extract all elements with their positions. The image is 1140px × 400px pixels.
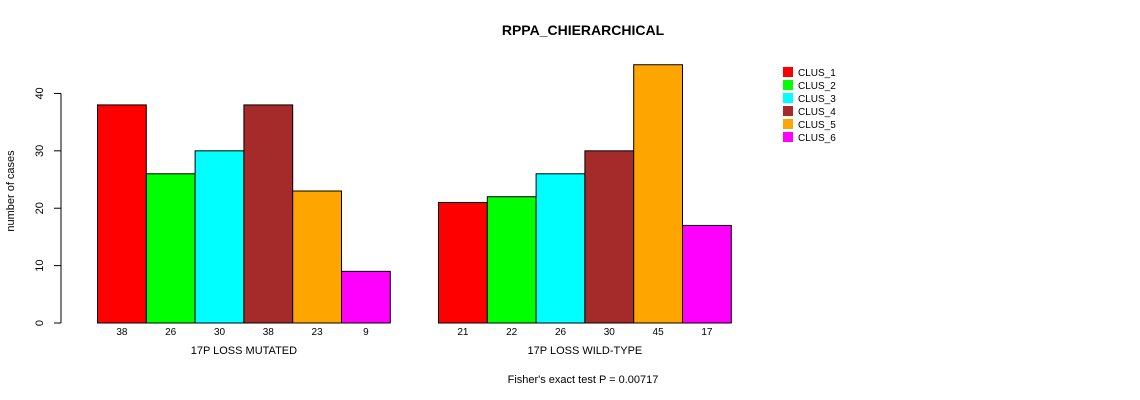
bar-clus-5-group-2 bbox=[633, 64, 684, 324]
legend: CLUS_1 CLUS_2 CLUS_3 CLUS_4 CLUS_5 CLUS_6 bbox=[783, 67, 836, 144]
bar-value-label: 23 bbox=[312, 327, 324, 338]
legend-label: CLUS_3 bbox=[798, 94, 836, 105]
bar-clus-6-group-1 bbox=[341, 270, 391, 324]
bar-clus-5-group-1 bbox=[292, 190, 343, 324]
bar-value-label: 17 bbox=[701, 327, 713, 338]
chart-title: RPPA_CHIERARCHICAL bbox=[502, 22, 665, 38]
bar-value-label: 45 bbox=[653, 327, 665, 338]
bar-clus-2-group-2 bbox=[486, 196, 537, 324]
group-label-1: 17P LOSS MUTATED bbox=[191, 345, 297, 357]
bar-value-label: 38 bbox=[263, 327, 275, 338]
bar-value-label: 9 bbox=[363, 327, 369, 338]
legend-swatch-clus-5 bbox=[783, 119, 793, 129]
y-tick-label: 40 bbox=[34, 87, 46, 99]
bar-value-label: 26 bbox=[165, 327, 177, 338]
legend-swatch-clus-2 bbox=[783, 80, 793, 90]
bar-value-label: 21 bbox=[457, 327, 469, 338]
y-tick-label: 20 bbox=[34, 202, 46, 214]
y-tick-label: 30 bbox=[34, 145, 46, 157]
bar-value-label: 26 bbox=[555, 327, 567, 338]
bar-value-label: 38 bbox=[116, 327, 128, 338]
bar-clus-4-group-2 bbox=[584, 150, 635, 324]
fisher-test-footnote: Fisher's exact test P = 0.00717 bbox=[508, 374, 659, 386]
bars-layer bbox=[97, 64, 732, 324]
y-tick-label: 0 bbox=[34, 320, 46, 326]
y-axis-label: number of cases bbox=[5, 150, 17, 232]
legend-label: CLUS_5 bbox=[798, 120, 836, 131]
legend-swatch-clus-1 bbox=[783, 67, 793, 77]
legend-label: CLUS_1 bbox=[798, 68, 836, 79]
y-axis: 0 10 20 30 40 bbox=[34, 87, 62, 326]
bar-clus-6-group-2 bbox=[682, 224, 732, 324]
bar-value-label: 22 bbox=[506, 327, 518, 338]
bar-clus-2-group-1 bbox=[145, 173, 196, 324]
bar-clus-1-group-1 bbox=[97, 104, 147, 324]
legend-label: CLUS_4 bbox=[798, 107, 836, 118]
y-tick-label: 10 bbox=[34, 259, 46, 271]
bar-clus-3-group-2 bbox=[535, 173, 586, 324]
bar-clus-4-group-1 bbox=[243, 104, 294, 324]
group-labels-layer: 17P LOSS MUTATED 17P LOSS WILD-TYPE bbox=[191, 345, 643, 357]
group-label-2: 17P LOSS WILD-TYPE bbox=[528, 345, 643, 357]
bar-value-label: 30 bbox=[604, 327, 616, 338]
legend-swatch-clus-3 bbox=[783, 93, 793, 103]
bar-value-label: 30 bbox=[214, 327, 226, 338]
legend-swatch-clus-4 bbox=[783, 106, 793, 116]
legend-label: CLUS_2 bbox=[798, 81, 836, 92]
legend-swatch-clus-6 bbox=[783, 132, 793, 142]
bar-clus-1-group-2 bbox=[438, 201, 488, 324]
bar-clus-3-group-1 bbox=[194, 150, 245, 324]
value-labels-layer: 38 26 30 38 23 9 21 22 26 30 45 17 bbox=[116, 327, 713, 338]
legend-label: CLUS_6 bbox=[798, 133, 836, 144]
